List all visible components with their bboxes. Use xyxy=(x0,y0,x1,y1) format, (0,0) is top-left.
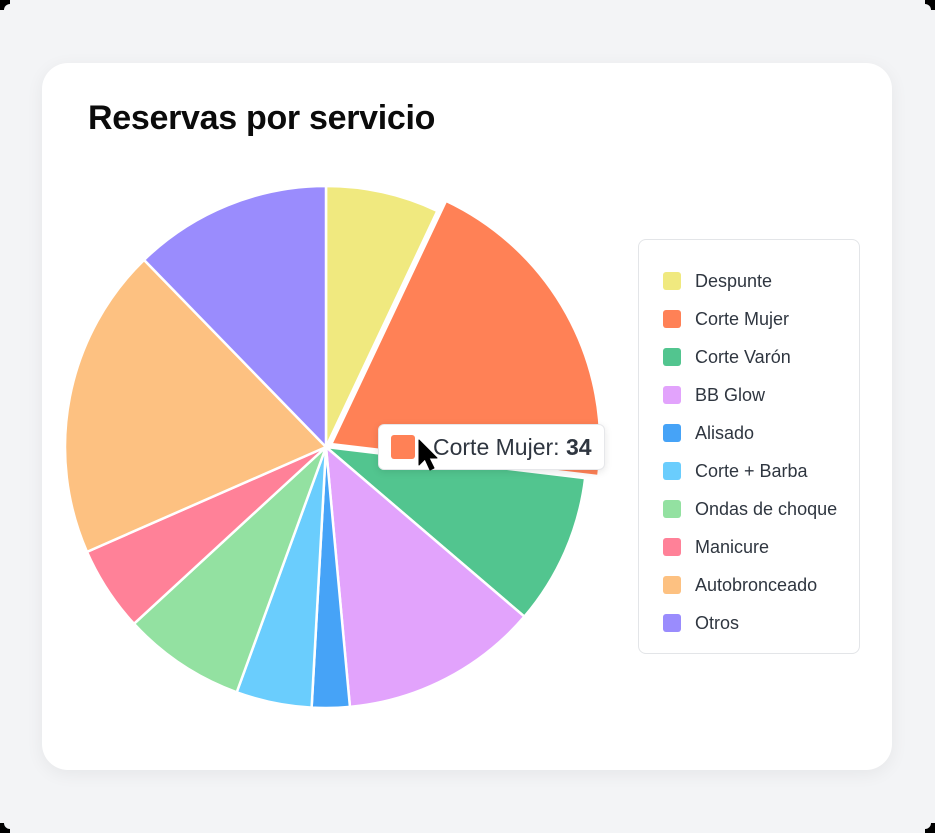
chart-tooltip: Corte Mujer: 34 xyxy=(378,424,605,470)
legend-swatch xyxy=(663,272,681,290)
pie-slice-otros[interactable] xyxy=(142,184,328,449)
legend-item[interactable]: Manicure xyxy=(639,528,859,566)
legend-label: Alisado xyxy=(695,422,755,443)
legend-label: Corte + Barba xyxy=(695,460,808,481)
legend-label: Manicure xyxy=(695,536,770,557)
window-corner xyxy=(921,819,935,833)
legend-swatch xyxy=(663,462,681,480)
legend-swatch xyxy=(663,386,681,404)
legend-item[interactable]: Corte Mujer xyxy=(639,300,859,338)
chart-card: Reservas por servicio Despunte Corte Muje… xyxy=(42,63,892,770)
pie-slice-corte-var-n[interactable] xyxy=(324,445,587,618)
legend-swatch xyxy=(663,538,681,556)
legend-swatch xyxy=(663,614,681,632)
legend-item[interactable]: Corte Varón xyxy=(639,338,859,376)
legend-item[interactable]: Ondas de choque xyxy=(639,490,859,528)
legend-swatch xyxy=(663,424,681,442)
pie-slice-ondas-de-choque[interactable] xyxy=(132,445,328,694)
legend-label: Ondas de choque xyxy=(695,498,838,519)
chart-legend: Despunte Corte Mujer Corte Varón BB Glow Ali… xyxy=(638,239,860,654)
pie-slice-bb-glow[interactable] xyxy=(324,445,526,709)
legend-item[interactable]: Autobronceado xyxy=(639,566,859,604)
legend-label: Otros xyxy=(695,612,740,633)
window-corner xyxy=(0,819,14,833)
legend-label: Corte Varón xyxy=(695,346,791,367)
legend-swatch xyxy=(663,310,681,328)
tooltip-swatch xyxy=(391,435,415,459)
tooltip-separator: : xyxy=(553,433,566,460)
legend-label: Corte Mujer xyxy=(695,308,790,329)
legend-item[interactable]: Otros xyxy=(639,604,859,642)
legend-item[interactable]: Despunte xyxy=(639,262,859,300)
chart-title: Reservas por servicio xyxy=(88,99,436,137)
legend-label: Autobronceado xyxy=(695,574,818,595)
tooltip-text: Corte Mujer: 34 xyxy=(433,434,592,461)
legend-item[interactable]: Alisado xyxy=(639,414,859,452)
tooltip-label: Corte Mujer xyxy=(433,433,554,460)
legend-label: BB Glow xyxy=(695,384,766,405)
window-corner xyxy=(0,0,14,14)
legend-swatch xyxy=(663,500,681,518)
legend-swatch xyxy=(663,348,681,366)
window-corner xyxy=(921,0,935,14)
mouse-pointer-icon xyxy=(418,439,438,471)
tooltip-value: 34 xyxy=(565,433,592,460)
pie-slice-despunte[interactable] xyxy=(324,184,439,449)
legend-item[interactable]: BB Glow xyxy=(639,376,859,414)
legend-item[interactable]: Corte + Barba xyxy=(639,452,859,490)
pie-slice-autobronceado[interactable] xyxy=(63,258,328,554)
legend-label: Despunte xyxy=(695,270,773,291)
pie-chart[interactable] xyxy=(42,63,622,763)
legend-swatch xyxy=(663,576,681,594)
